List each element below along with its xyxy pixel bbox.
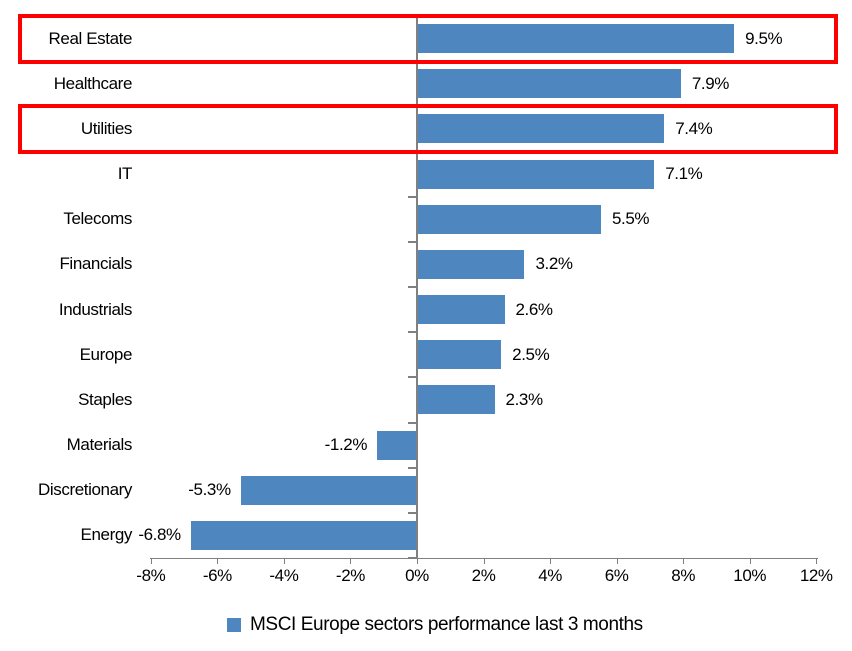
value-axis-tick-label-2: -2% xyxy=(335,566,365,585)
category-axis-tick-9 xyxy=(408,421,416,424)
category-label-real-estate: Real Estate xyxy=(48,28,133,48)
bar-staples xyxy=(418,385,495,415)
highlight-rect-real-estate xyxy=(18,13,838,64)
category-label-discretionary: Discretionary xyxy=(38,480,132,500)
bar-real-estate xyxy=(418,24,735,54)
category-label-healthcare: Healthcare xyxy=(53,73,133,93)
value-axis-tick-label-4: 4% xyxy=(538,566,562,585)
category-label-materials: Materials xyxy=(66,435,133,455)
value-axis-tick-label-12: 12% xyxy=(799,566,833,585)
bar-materials xyxy=(377,430,417,460)
value-axis-tick-label-10: 10% xyxy=(733,566,767,585)
bar-it xyxy=(418,159,655,189)
value-axis-tick-2 xyxy=(350,558,352,564)
category-label-industrials: Industrials xyxy=(58,299,132,319)
value-label-materials: -1.2% xyxy=(324,435,368,455)
value-label-real-estate: 9.5% xyxy=(745,28,783,48)
value-label-telecoms: 5.5% xyxy=(611,209,650,229)
bar-financials xyxy=(418,249,525,279)
category-axis-tick-4 xyxy=(408,195,416,198)
value-axis-tick-10 xyxy=(749,558,751,564)
value-label-utilities: 7.4% xyxy=(675,118,713,138)
category-label-it: IT xyxy=(117,164,133,184)
value-axis-tick-label-2: 2% xyxy=(471,566,496,585)
value-axis-tick-6 xyxy=(616,558,618,564)
category-axis-tick-11 xyxy=(408,511,416,514)
value-axis-tick-label-6: -6% xyxy=(202,566,232,585)
value-axis-tick-2 xyxy=(483,558,485,564)
value-axis-tick-label-4: -4% xyxy=(269,566,299,585)
bar-europe xyxy=(418,340,502,370)
value-axis-tick-0 xyxy=(417,558,418,564)
bar-healthcare xyxy=(418,69,681,99)
category-label-staples: Staples xyxy=(78,389,132,409)
value-axis-tick-label-8: -8% xyxy=(136,566,166,585)
value-axis-tick-4 xyxy=(550,558,552,564)
category-label-europe: Europe xyxy=(79,344,133,364)
category-axis-tick-5 xyxy=(408,240,416,243)
bar-energy xyxy=(190,520,417,550)
bar-utilities xyxy=(418,114,665,144)
value-axis-line xyxy=(150,558,818,559)
value-axis-tick-label-0: 0% xyxy=(405,566,429,585)
value-axis-tick-12 xyxy=(816,558,818,564)
legend-swatch xyxy=(227,618,241,632)
value-label-financials: 3.2% xyxy=(535,254,573,274)
value-axis-tick-8 xyxy=(150,558,152,564)
value-axis-tick-label-8: 8% xyxy=(671,566,696,585)
highlight-rect-utilities xyxy=(18,103,838,154)
value-label-healthcare: 7.9% xyxy=(691,73,730,93)
category-axis-tick-7 xyxy=(408,331,416,334)
value-label-europe: 2.5% xyxy=(512,344,550,364)
category-axis-tick-8 xyxy=(408,376,416,379)
category-axis-line xyxy=(416,16,418,558)
value-label-staples: 2.3% xyxy=(505,389,544,409)
category-label-financials: Financials xyxy=(59,254,132,274)
value-axis-tick-8 xyxy=(683,558,685,564)
value-axis-tick-label-6: 6% xyxy=(604,566,629,585)
bar-industrials xyxy=(418,295,505,325)
value-axis-tick-6 xyxy=(217,558,219,564)
category-axis-tick-10 xyxy=(408,466,416,469)
bar-discretionary xyxy=(240,475,417,505)
category-label-utilities: Utilities xyxy=(80,118,133,138)
legend: MSCI Europe sectors performance last 3 m… xyxy=(227,611,643,639)
value-axis-tick-4 xyxy=(283,558,285,564)
value-label-industrials: 2.6% xyxy=(515,299,554,319)
value-label-energy: -6.8% xyxy=(138,525,181,545)
category-label-telecoms: Telecoms xyxy=(63,209,132,229)
bar-telecoms xyxy=(418,204,601,234)
category-label-energy: Energy xyxy=(80,525,133,545)
value-label-discretionary: -5.3% xyxy=(188,480,231,500)
category-axis-tick-6 xyxy=(408,286,416,289)
legend-label: MSCI Europe sectors performance last 3 m… xyxy=(250,614,643,635)
value-label-it: 7.1% xyxy=(665,164,703,184)
